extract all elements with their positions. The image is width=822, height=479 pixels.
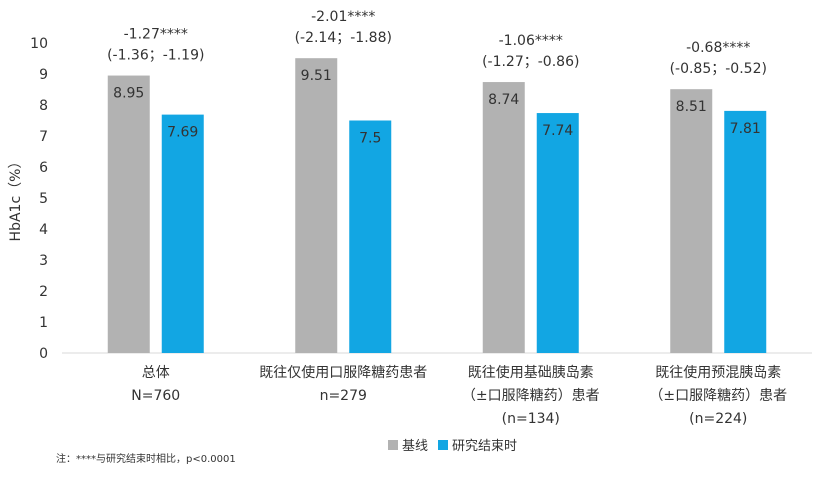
y-tick-label: 10 [30,36,48,52]
y-tick-label: 4 [39,222,48,238]
bar-value-label: 7.81 [730,121,761,137]
bar [724,110,767,353]
y-axis-title: HbA1c（%） [8,155,24,242]
legend-label: 研究结束时 [452,439,517,454]
bar-value-label: 7.5 [359,131,381,147]
category-label: （±口服降糖药）患者 [649,388,787,404]
legend-swatch [388,440,398,450]
confidence-interval-annotation: (-0.85；-0.52) [670,61,767,77]
bar [161,114,204,353]
difference-annotation: -1.06**** [499,33,563,49]
category-label: 既往仅使用口服降糖药患者 [259,364,427,381]
difference-annotation: -0.68**** [686,40,750,56]
category-label: 既往使用预混胰岛素 [655,364,781,381]
bar-value-label: 8.74 [488,92,519,108]
legend-swatch [438,440,448,450]
footnote: 注：****与研究结束时相比，p<0.0001 [56,452,236,465]
category-label: (n=224) [689,411,747,427]
bar [295,58,338,353]
confidence-interval-annotation: (-1.36；-1.19) [107,48,204,64]
bar [670,89,713,353]
legend: 基线 研究结束时 [388,439,517,454]
bars: 8.95 7.69 -1.27**** (-1.36；-1.19) 9.51 7.5 -2.… [107,9,767,354]
bar [536,113,579,353]
legend-label: 基线 [402,439,428,454]
bar [107,75,150,354]
confidence-interval-annotation: (-1.27；-0.86) [482,54,579,70]
category-label: N=760 [131,388,180,404]
y-tick-label: 0 [39,346,48,362]
difference-annotation: -2.01**** [311,9,375,25]
y-tick-label: 6 [39,160,48,176]
category-label: (n=134) [502,411,560,427]
y-tick-label: 2 [39,284,48,300]
bar [482,82,525,353]
y-tick-label: 8 [39,98,48,114]
category-label: 既往使用基础胰岛素 [468,364,594,381]
category-label: 总体 [142,365,170,381]
confidence-interval-annotation: (-2.14；-1.88) [295,30,392,46]
y-axis: 0 1 2 3 4 5 6 7 8 9 10 [30,36,48,362]
y-tick-label: 9 [39,67,48,83]
bar-value-label: 9.51 [301,68,332,84]
category-label: n=279 [320,388,367,404]
y-tick-label: 5 [39,191,48,207]
y-tick-label: 7 [39,129,48,145]
category-label: （±口服降糖药）患者 [462,388,600,404]
bar-value-label: 7.74 [542,123,573,139]
y-tick-label: 1 [39,315,48,331]
difference-annotation: -1.27**** [124,27,188,43]
bar [349,120,392,353]
bar-value-label: 8.95 [113,86,144,102]
bar-value-label: 7.69 [167,125,198,141]
y-tick-label: 3 [39,253,48,269]
category-labels: 总体 N=760 既往仅使用口服降糖药患者 n=279 既往使用基础胰岛素 （±口服降糖药… [131,364,787,427]
bar-value-label: 8.51 [676,99,707,115]
